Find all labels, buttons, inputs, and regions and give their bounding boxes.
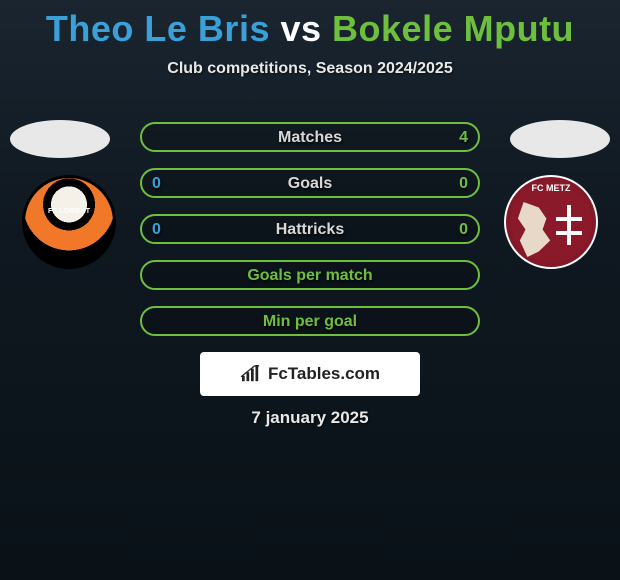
player2-avatar-placeholder xyxy=(510,120,610,158)
player2-name: Bokele Mputu xyxy=(332,8,574,49)
stat-row-min-per-goal: Min per goal xyxy=(140,306,480,336)
stat-label: Min per goal xyxy=(142,308,478,336)
stat-label: Goals per match xyxy=(142,262,478,290)
stat-label: Goals xyxy=(142,170,478,198)
date-text: 7 january 2025 xyxy=(0,408,620,428)
subtitle: Club competitions, Season 2024/2025 xyxy=(0,60,620,78)
metz-cross-icon xyxy=(556,205,582,245)
stat-label: Matches xyxy=(142,124,478,152)
stat-right-value: 0 xyxy=(459,216,468,244)
watermark-text: FcTables.com xyxy=(268,364,380,384)
club-badge-left xyxy=(22,175,116,269)
stat-row-goals: 0 Goals 0 xyxy=(140,168,480,198)
vs-separator: vs xyxy=(280,8,321,49)
player1-name: Theo Le Bris xyxy=(46,8,270,49)
stat-row-goals-per-match: Goals per match xyxy=(140,260,480,290)
club-badge-right xyxy=(504,175,598,269)
stat-label: Hattricks xyxy=(142,216,478,244)
player1-avatar-placeholder xyxy=(10,120,110,158)
stat-right-value: 4 xyxy=(459,124,468,152)
stat-row-hattricks: 0 Hattricks 0 xyxy=(140,214,480,244)
metz-dragon-icon xyxy=(516,202,554,257)
stats-container: Matches 4 0 Goals 0 0 Hattricks 0 Goals … xyxy=(140,122,480,352)
comparison-title: Theo Le Bris vs Bokele Mputu xyxy=(0,0,620,50)
chart-icon xyxy=(240,365,262,383)
stat-row-matches: Matches 4 xyxy=(140,122,480,152)
stat-right-value: 0 xyxy=(459,170,468,198)
watermark: FcTables.com xyxy=(200,352,420,396)
